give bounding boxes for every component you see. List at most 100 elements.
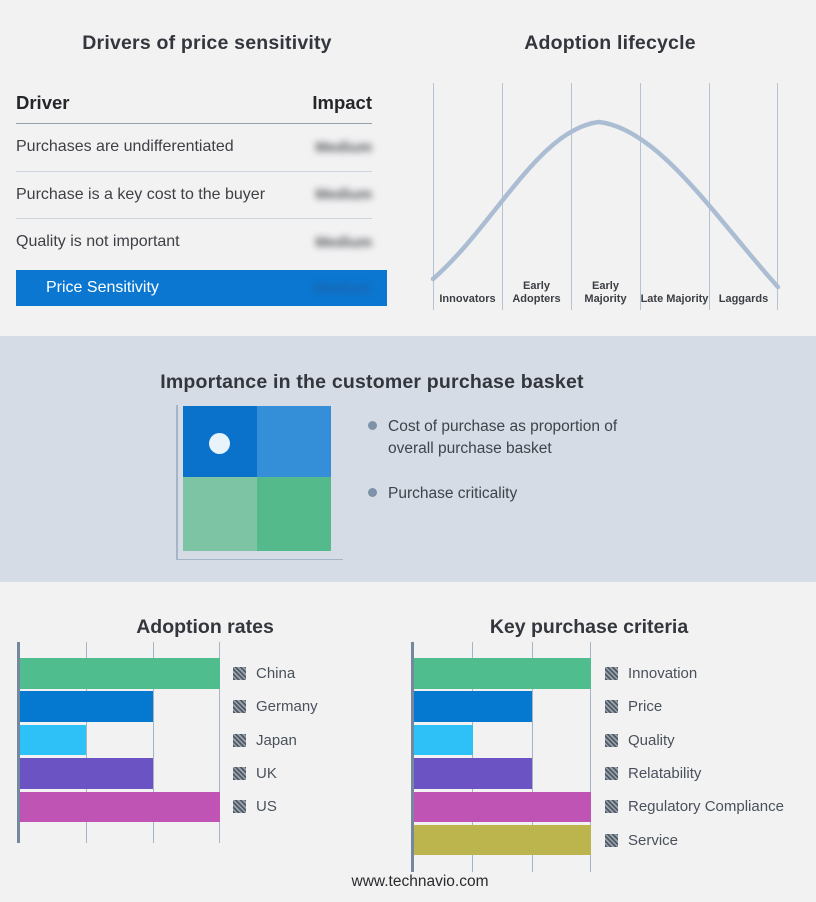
legend-label: Germany xyxy=(256,698,318,716)
driver-cell: Purchases are undifferentiated xyxy=(16,138,234,156)
driver-cell: Quality is not important xyxy=(16,233,180,251)
bar-us xyxy=(19,791,220,823)
quadrant-y-axis xyxy=(176,405,178,559)
position-marker-dot xyxy=(209,433,230,454)
y-axis xyxy=(411,642,414,872)
drivers-table: Driver Impact Purchases are undifferenti… xyxy=(16,92,372,266)
gridline xyxy=(219,642,221,843)
list-item: Cost of purchase as proportion of overal… xyxy=(368,416,634,460)
legend-item-japan: Japan xyxy=(233,725,318,756)
hatch-swatch-icon xyxy=(605,766,618,780)
bar-group xyxy=(19,658,220,823)
legend-item-regulatory-compliance: Regulatory Compliance xyxy=(605,792,784,823)
adoption-lifecycle-chart: Innovators Early Adopters Early Majority… xyxy=(430,83,781,310)
stage-label-early-adopters: Early Adopters xyxy=(512,279,561,306)
legend-label: Service xyxy=(628,831,679,849)
gridline xyxy=(152,642,154,843)
legend-label: Regulatory Compliance xyxy=(628,798,784,816)
legend-item-china: China xyxy=(233,658,318,689)
impact-cell-redacted: Medium xyxy=(315,186,372,204)
stage-label-late-majority: Late Majority xyxy=(640,293,709,306)
top-band: Drivers of price sensitivity Driver Impa… xyxy=(0,0,816,336)
quadrant-x-axis xyxy=(176,558,343,560)
hatch-swatch-icon xyxy=(233,733,246,747)
bar-price xyxy=(413,691,532,722)
impact-cell-redacted: Medium xyxy=(314,279,371,297)
hatch-swatch-icon xyxy=(233,700,246,714)
hatch-swatch-icon xyxy=(233,766,246,780)
stage-label-innovators: Innovators xyxy=(439,293,496,306)
hatch-swatch-icon xyxy=(233,800,246,814)
bar-china xyxy=(19,658,220,689)
impact-cell-redacted: Medium xyxy=(315,138,372,156)
quadrant-cell-bottom-left xyxy=(183,477,257,551)
table-row: Quality is not important Medium xyxy=(16,219,372,266)
driver-cell: Purchase is a key cost to the buyer xyxy=(16,185,266,203)
list-item: Purchase criticality xyxy=(368,483,634,505)
bar-japan xyxy=(19,724,87,756)
impact-cell-redacted: Medium xyxy=(315,233,372,251)
bottom-band: Adoption rates Key purchase criteria Chi… xyxy=(0,582,816,902)
stage-divider xyxy=(433,83,435,310)
bar-regulatory-compliance xyxy=(413,791,591,823)
bell-curve-svg xyxy=(430,119,781,290)
lifecycle-curve xyxy=(430,119,781,290)
legend-label: Quality xyxy=(628,731,675,749)
lifecycle-panel-title: Adoption lifecycle xyxy=(524,32,696,55)
drivers-table-header: Driver Impact xyxy=(16,92,372,124)
legend-label: Relatability xyxy=(628,764,702,782)
column-header-driver: Driver xyxy=(16,92,70,113)
stage-divider xyxy=(709,83,711,310)
lifecycle-stage-labels: Innovators Early Adopters Early Majority… xyxy=(433,280,778,308)
hatch-swatch-icon xyxy=(605,833,618,847)
legend-item-quality: Quality xyxy=(605,725,784,756)
stage-label-early-majority: Early Majority xyxy=(584,279,627,306)
table-row: Purchases are undifferentiated Medium xyxy=(16,124,372,172)
hatch-swatch-icon xyxy=(605,666,618,680)
website-url: www.technavio.com xyxy=(351,873,489,890)
legend-label: Japan xyxy=(256,731,297,749)
drivers-panel-title: Drivers of price sensitivity xyxy=(82,32,332,55)
legend-label: Innovation xyxy=(628,664,698,682)
legend-label: UK xyxy=(256,764,277,782)
legend-item-innovation: Innovation xyxy=(605,658,784,689)
adoption-rates-chart xyxy=(17,642,221,843)
stage-divider xyxy=(777,83,779,310)
legend-item-us: US xyxy=(233,792,318,823)
legend-item-price: Price xyxy=(605,691,784,722)
price-sensitivity-highlight-row: Price Sensitivity Medium xyxy=(16,270,387,306)
purchase-basket-band: Importance in the customer purchase bask… xyxy=(0,336,816,582)
hatch-swatch-icon xyxy=(605,733,618,747)
bullet-text: Cost of purchase as proportion of overal… xyxy=(388,418,618,457)
legend-item-service: Service xyxy=(605,825,784,856)
bar-quality xyxy=(413,724,473,756)
gridline xyxy=(471,642,473,872)
gridline xyxy=(531,642,533,872)
hatch-swatch-icon xyxy=(233,666,246,680)
key-purchase-criteria-legend: Innovation Price Quality Relatability Regula… xyxy=(605,658,784,855)
stage-divider xyxy=(502,83,504,310)
highlight-row-label: Price Sensitivity xyxy=(46,279,159,296)
basket-panel-title: Importance in the customer purchase bask… xyxy=(160,371,584,394)
basket-bullet-list: Cost of purchase as proportion of overal… xyxy=(368,416,634,505)
bullet-icon xyxy=(368,488,377,497)
bar-group xyxy=(413,658,591,856)
legend-item-germany: Germany xyxy=(233,691,318,722)
stage-divider xyxy=(571,83,573,310)
bar-relatability xyxy=(413,758,532,789)
quadrant-cell-top-right xyxy=(257,406,331,477)
legend-item-uk: UK xyxy=(233,758,318,789)
legend-label: Price xyxy=(628,698,663,716)
hatch-swatch-icon xyxy=(605,800,618,814)
gridline xyxy=(590,642,592,872)
stage-divider xyxy=(640,83,642,310)
adoption-rates-title: Adoption rates xyxy=(136,616,274,639)
adoption-rates-legend: China Germany Japan UK US xyxy=(233,658,318,822)
legend-label: US xyxy=(256,798,277,816)
bullet-text: Purchase criticality xyxy=(388,485,518,502)
table-row: Purchase is a key cost to the buyer Medi… xyxy=(16,172,372,219)
bullet-icon xyxy=(368,421,377,430)
key-purchase-criteria-title: Key purchase criteria xyxy=(489,616,689,639)
purchase-basket-quadrant xyxy=(183,406,331,551)
